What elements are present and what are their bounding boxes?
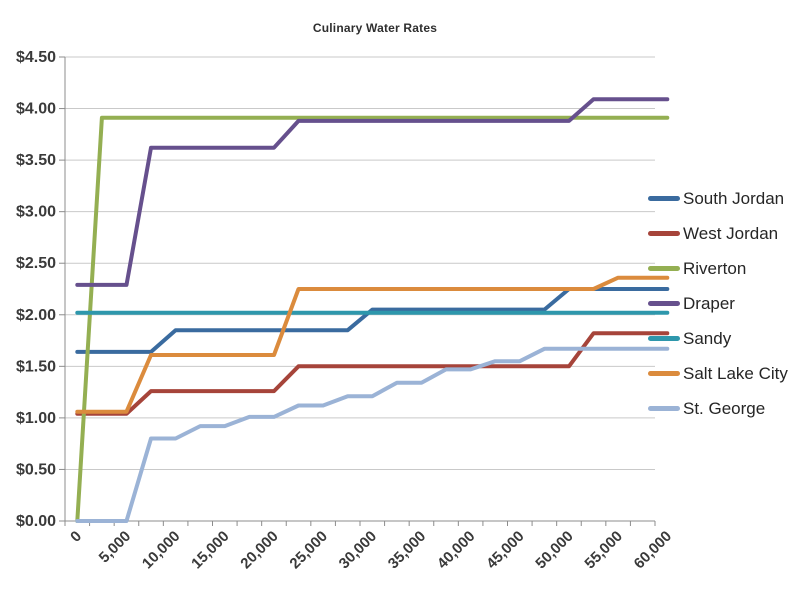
x-axis-tick-label: 25,000 [286,528,330,572]
x-axis-tick-label: 45,000 [483,528,527,572]
legend-swatch-draper [648,301,680,306]
x-axis-tick-label: 5,000 [96,528,135,567]
legend-label-west-jordan: West Jordan [683,223,779,243]
x-axis-tick-label: 10,000 [139,528,183,572]
y-axis-tick-label: $0.50 [16,461,56,478]
legend-label-south-jordan: South Jordan [683,188,785,208]
x-axis-tick-label: 60,000 [631,528,675,572]
y-axis-tick-label: $4.00 [16,101,56,118]
legend-item-draper: Draper [648,286,788,321]
x-axis-tick-label: 30,000 [336,528,380,572]
y-axis-tick-label: $3.50 [16,152,56,169]
series-line-salt-lake-city [75,275,670,414]
legend: South Jordan West Jordan Riverton Draper San… [648,181,788,426]
legend-swatch-west-jordan [648,231,680,236]
x-axis-tick-label: 55,000 [581,528,625,572]
series-line-draper [75,97,670,287]
legend-item-salt-lake-city: Salt Lake City [648,356,788,391]
series-line-south-jordan [75,287,670,354]
series-line-st-george [75,346,670,523]
y-axis-tick-label: $3.00 [16,204,56,221]
y-axis-tick-label: $1.50 [16,358,56,375]
y-axis-tick-label: $4.50 [16,49,56,66]
legend-item-st-george: St. George [648,391,788,426]
legend-swatch-sandy [648,336,680,341]
legend-label-draper: Draper [683,293,735,313]
x-axis-tick-label: 0 [67,528,85,546]
legend-label-riverton: Riverton [683,258,747,278]
legend-label-sandy: Sandy [683,328,732,348]
y-axis-tick-label: $2.50 [16,255,56,272]
series-line-west-jordan [75,331,670,416]
x-axis-tick-label: 35,000 [385,528,429,572]
legend-swatch-st-george [648,406,680,411]
legend-item-riverton: Riverton [648,251,788,286]
y-axis-tick-label: $0.00 [16,513,56,530]
x-axis-tick-label: 40,000 [434,528,478,572]
y-axis-tick-label: $2.00 [16,307,56,324]
legend-item-south-jordan: South Jordan [648,181,788,216]
legend-swatch-salt-lake-city [648,371,680,376]
x-axis-tick-label: 50,000 [532,528,576,572]
legend-label-st-george: St. George [683,398,766,418]
y-axis-tick-label: $1.00 [16,410,56,427]
legend-item-sandy: Sandy [648,321,788,356]
chart-title: Culinary Water Rates [312,21,438,35]
series-line-riverton [75,115,670,523]
legend-item-west-jordan: West Jordan [648,216,788,251]
legend-swatch-south-jordan [648,196,680,201]
x-axis-tick-label: 15,000 [188,528,232,572]
x-axis-tick-label: 20,000 [237,528,281,572]
legend-swatch-riverton [648,266,680,271]
legend-label-salt-lake-city: Salt Lake City [683,363,788,383]
